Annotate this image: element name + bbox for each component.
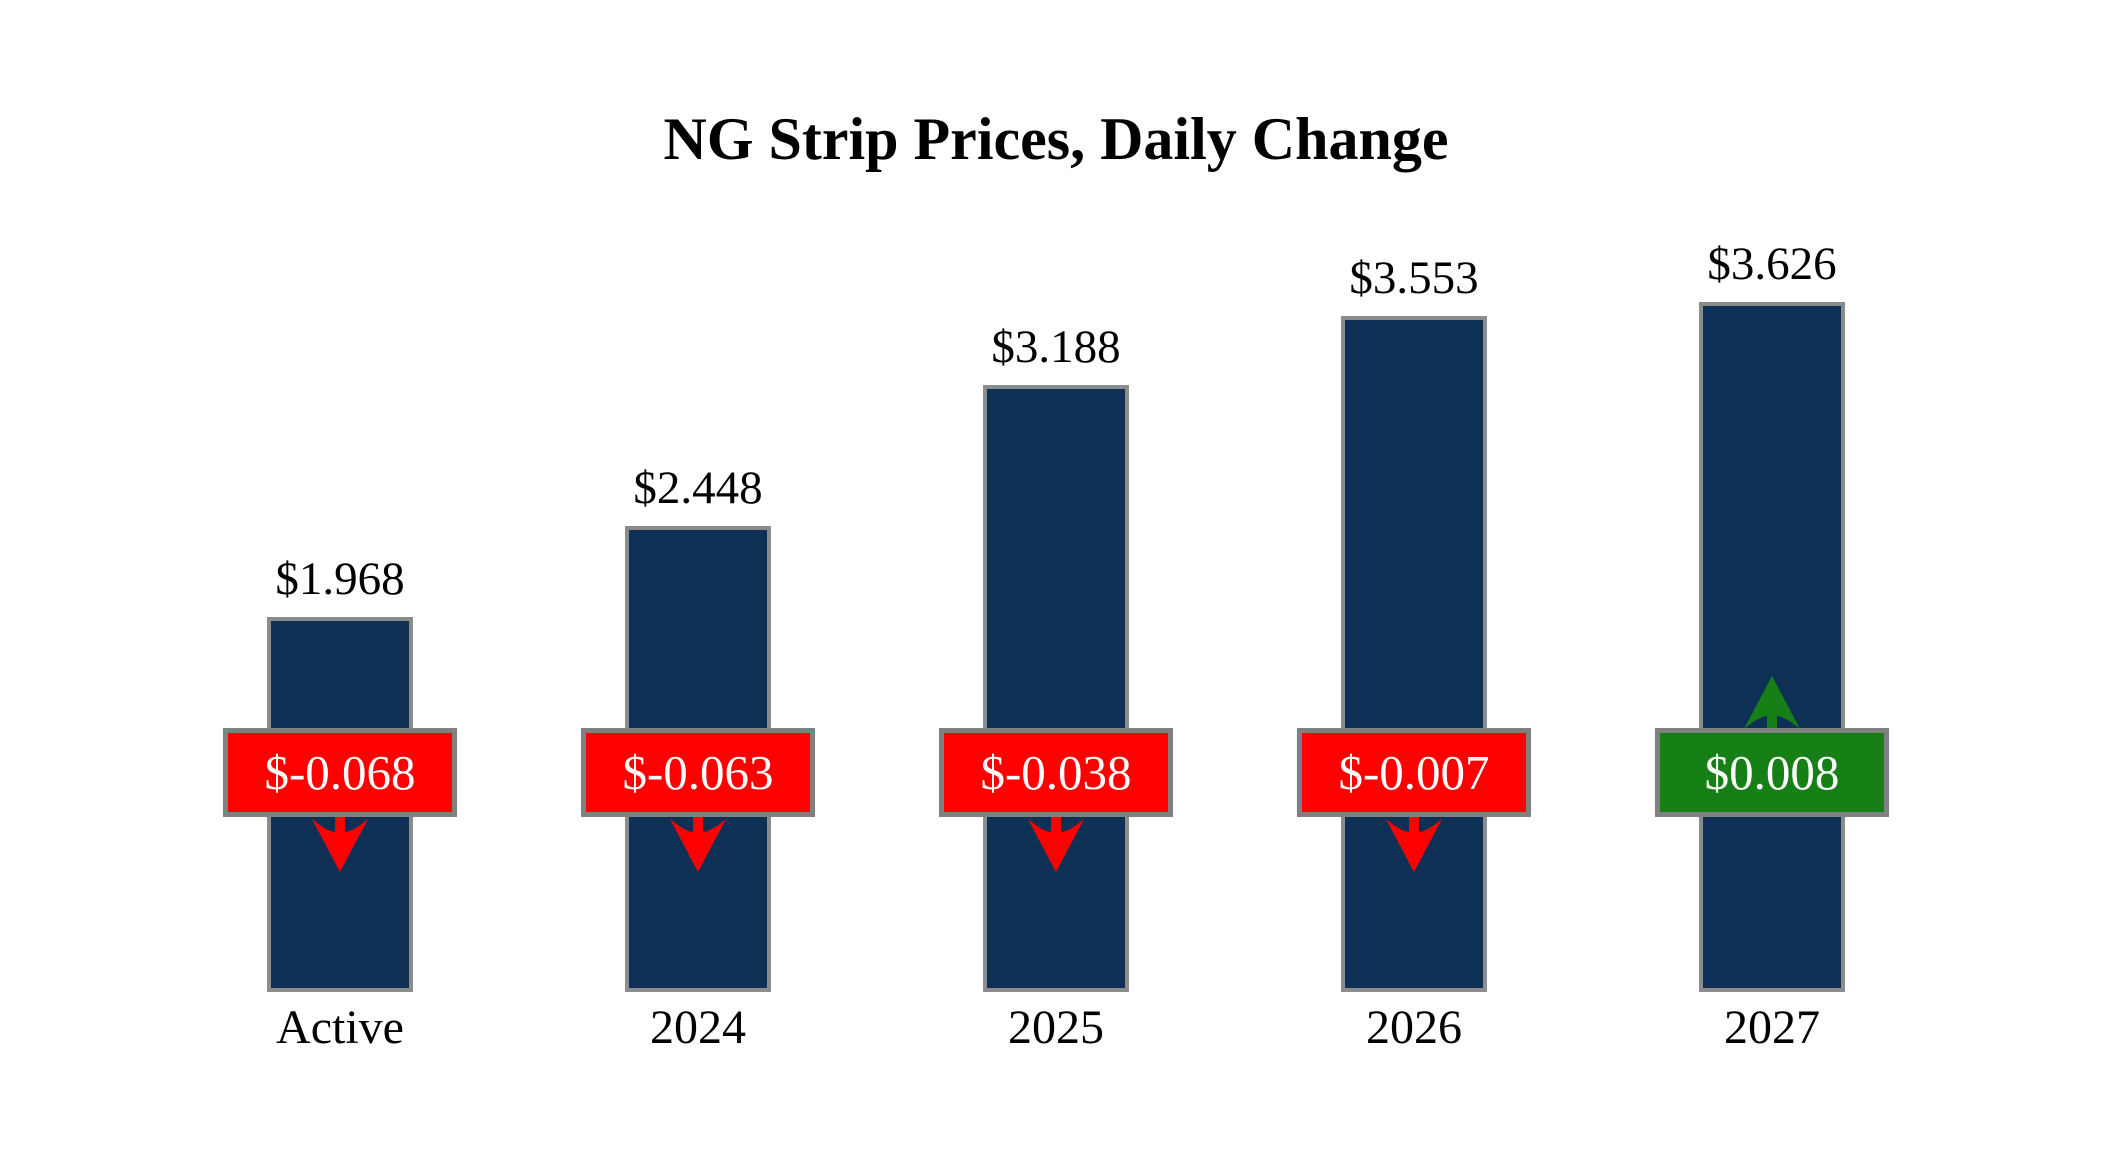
change-arrow-down-icon	[1386, 817, 1442, 872]
change-badge: $-0.007	[1297, 728, 1531, 817]
category-label: 2026	[1366, 1001, 1462, 1054]
change-arrow-down-icon	[670, 817, 726, 872]
category-label: 2027	[1724, 1001, 1820, 1054]
category-label: 2025	[1008, 1001, 1104, 1054]
change-badge: $0.008	[1655, 728, 1889, 817]
bar-group: $3.626 $0.008 2027	[1655, 0, 1889, 1054]
change-badge: $-0.063	[581, 728, 815, 817]
change-arrow-down-icon	[312, 817, 368, 872]
bar-group: $3.553 $-0.007 2026	[1297, 0, 1531, 1054]
change-badge-label: $-0.007	[1338, 745, 1490, 800]
value-label: $3.188	[991, 321, 1121, 373]
bar-group: $3.188 $-0.038 2025	[939, 0, 1173, 1054]
value-label: $1.968	[275, 553, 405, 605]
chart-title: NG Strip Prices, Daily Change	[663, 106, 1449, 172]
change-badge-label: $0.008	[1704, 745, 1840, 800]
change-badge: $-0.068	[223, 728, 457, 817]
value-label: $3.626	[1707, 238, 1837, 290]
change-arrow-up-icon	[1744, 676, 1800, 731]
bar-group: $1.968 $-0.068 Active	[223, 0, 457, 1054]
bar	[1341, 316, 1487, 992]
bar-group: $2.448 $-0.063 2024	[581, 0, 815, 1054]
change-badge-label: $-0.038	[980, 745, 1132, 800]
change-arrow-down-icon	[1028, 817, 1084, 872]
category-label: 2024	[650, 1001, 746, 1054]
change-badge: $-0.038	[939, 728, 1173, 817]
change-badge-label: $-0.063	[622, 745, 774, 800]
value-label: $2.448	[633, 462, 763, 514]
value-label: $3.553	[1349, 252, 1479, 304]
bar	[983, 385, 1129, 992]
plot-area: $1.968 $-0.068 Active $2.448 $-0.063 2024 $3.1…	[223, 0, 1889, 1054]
bar	[1699, 302, 1845, 992]
category-label: Active	[276, 1001, 404, 1054]
change-badge-label: $-0.068	[264, 745, 416, 800]
